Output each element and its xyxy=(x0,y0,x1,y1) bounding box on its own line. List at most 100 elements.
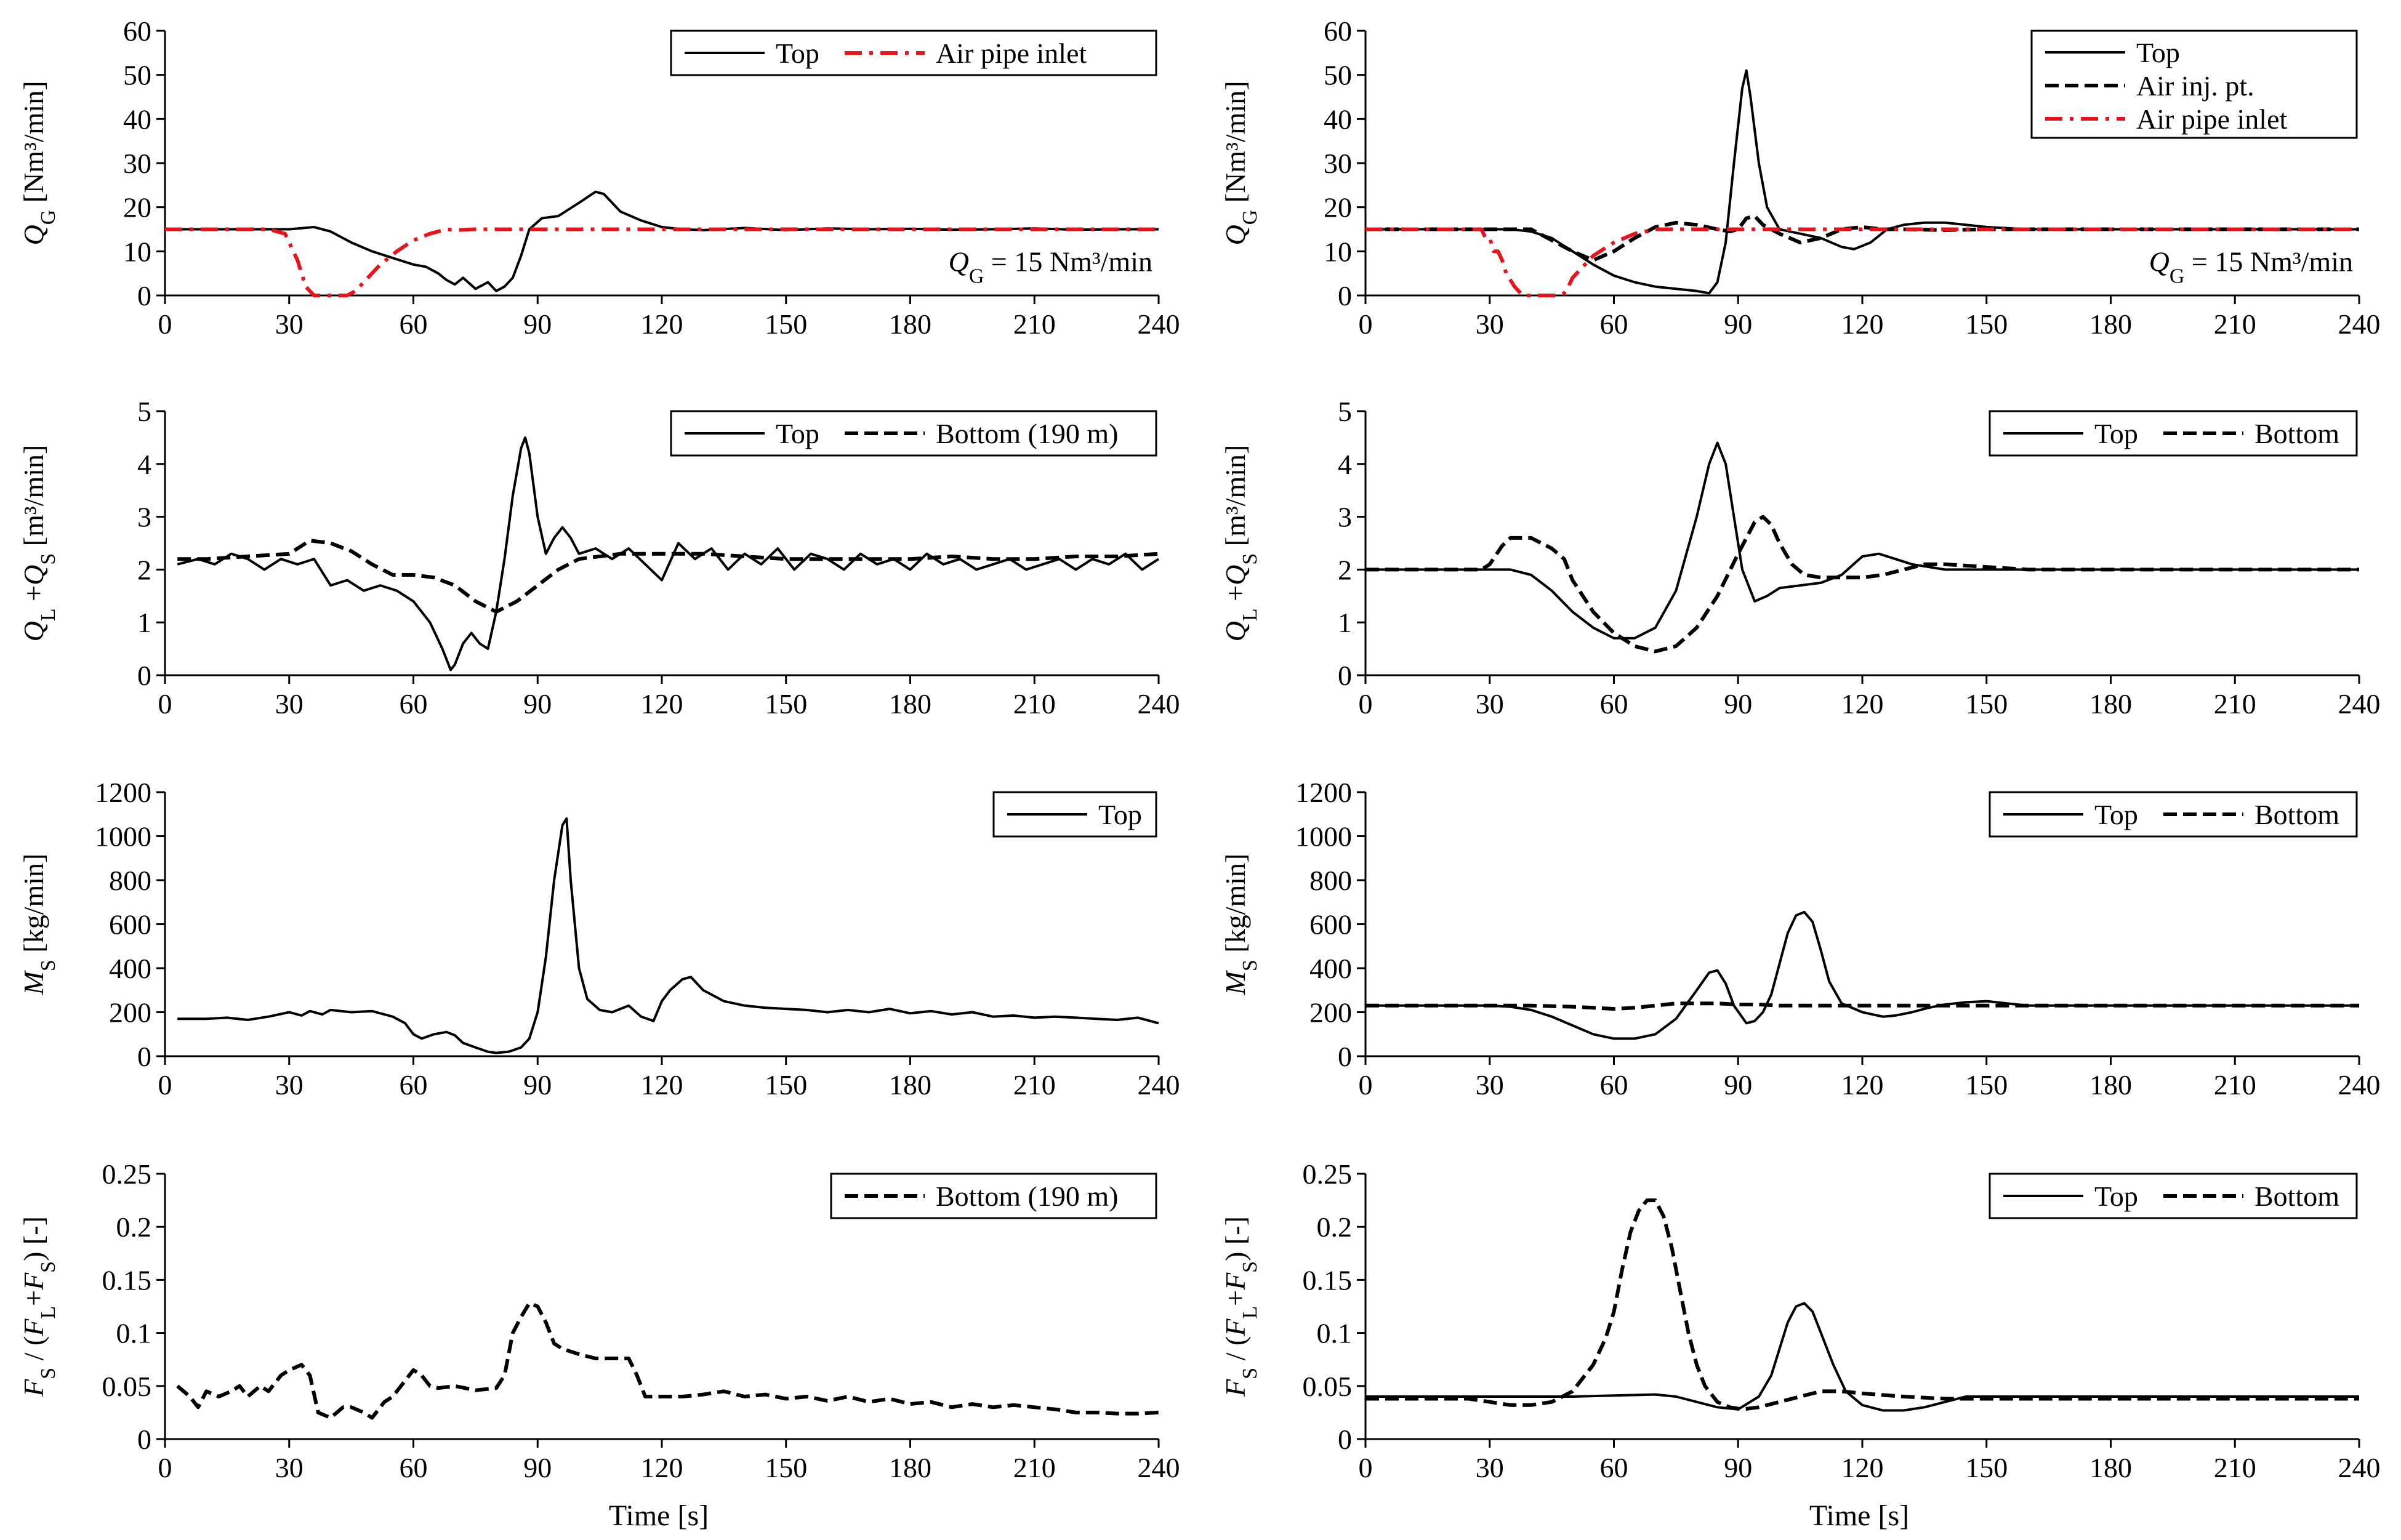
x-tick-label: 90 xyxy=(1724,688,1752,720)
chart-panel-g: 0 30 60 90 120 150 180 210 240 0 0.05 0.1 0.15 0.2 0.2… xyxy=(18,1158,1180,1483)
x-tick-label: 150 xyxy=(1965,1452,2008,1483)
x-tick-label: 0 xyxy=(1359,1452,1373,1483)
y-tick-label: 30 xyxy=(1324,148,1352,179)
annotation-part: = 15 Nm³/min xyxy=(2184,246,2353,278)
y-tick-label: 0.2 xyxy=(116,1211,152,1243)
x-tick-label: 240 xyxy=(1138,1452,1180,1483)
x-tick-label: 120 xyxy=(1841,1452,1884,1483)
legend-label: Top xyxy=(776,38,819,69)
x-tick-label: 30 xyxy=(1476,1452,1504,1483)
x-tick-label: 150 xyxy=(765,688,807,720)
x-tick-label: 120 xyxy=(641,1452,683,1483)
x-tick-label: 0 xyxy=(1359,308,1373,340)
legend-label: Bottom xyxy=(2254,799,2339,830)
y-tick-label: 1000 xyxy=(1295,821,1352,852)
x-tick-label: 150 xyxy=(1965,308,2008,340)
series-line-top xyxy=(165,190,1159,292)
y-tick-label: 1 xyxy=(137,607,151,638)
series-line-bottom xyxy=(1365,1001,2359,1011)
x-tick-label: 60 xyxy=(400,308,428,340)
y-tick-label: 2 xyxy=(137,554,151,585)
y-tick-label: 0.2 xyxy=(1317,1211,1353,1243)
series-line-air-pipe-inlet xyxy=(1365,227,2359,297)
x-tick-label: 0 xyxy=(158,688,172,720)
y-axis-title-part: + xyxy=(1220,585,1251,608)
y-axis-title-part: Q xyxy=(18,225,49,245)
annotation-part: Q xyxy=(2149,246,2170,278)
x-tick-label: 180 xyxy=(2089,688,2132,720)
x-tick-label: 240 xyxy=(2338,1452,2381,1483)
y-tick-label: 0 xyxy=(1338,280,1352,311)
y-axis-title-part: G xyxy=(1239,210,1261,225)
x-tick-label: 60 xyxy=(1600,1452,1628,1483)
x-tick-label: 180 xyxy=(889,308,931,340)
y-tick-label: 0 xyxy=(1338,1041,1352,1072)
legend-label: Top xyxy=(2094,1181,2138,1212)
y-axis-title-part: / ( xyxy=(18,1336,49,1368)
legend-label: Bottom xyxy=(2254,1181,2339,1212)
y-axis-title-part: L xyxy=(1239,1306,1261,1319)
x-tick-label: 210 xyxy=(2214,688,2256,720)
series-line-top xyxy=(1365,69,2359,295)
y-tick-label: 1200 xyxy=(1295,777,1352,808)
x-tick-label: 30 xyxy=(275,308,304,340)
x-tick-label: 90 xyxy=(523,1452,552,1483)
x-tick-label: 120 xyxy=(641,308,683,340)
y-tick-label: 1 xyxy=(1338,607,1352,638)
y-axis-title-part: S xyxy=(37,1368,60,1379)
annotation-part: G xyxy=(2170,265,2185,287)
y-axis-title-part: + xyxy=(18,1290,49,1306)
y-axis-title-part: S xyxy=(37,553,60,565)
x-tick-label: 90 xyxy=(1724,308,1752,340)
y-axis-title-part: F xyxy=(1220,1318,1251,1337)
y-axis-title-part: / ( xyxy=(1220,1336,1251,1368)
x-tick-label: 210 xyxy=(1013,308,1056,340)
y-tick-label: 800 xyxy=(1309,865,1352,896)
y-axis-title-part: + xyxy=(1220,1290,1251,1306)
y-axis-title-part: S xyxy=(37,960,60,971)
x-tick-label: 210 xyxy=(2214,1069,2256,1101)
y-tick-label: 200 xyxy=(109,997,151,1029)
y-tick-label: 60 xyxy=(1324,15,1352,47)
x-tick-label: 180 xyxy=(2089,1452,2132,1483)
x-tick-label: 180 xyxy=(2089,308,2132,340)
y-tick-label: 4 xyxy=(1338,449,1352,480)
x-tick-label: 150 xyxy=(765,1069,807,1101)
x-tick-label: 30 xyxy=(275,688,304,720)
y-axis-title: MS [kg/min] xyxy=(1220,854,1261,996)
chart-panel-e: 0 30 60 90 120 150 180 210 240 0 200 400 600 800 1000 1… xyxy=(18,777,1180,1101)
series-line-top xyxy=(177,817,1159,1054)
x-tick-label: 240 xyxy=(1138,308,1180,340)
legend-label: Top xyxy=(2094,418,2138,449)
y-tick-label: 50 xyxy=(1324,60,1352,91)
legend-label: Bottom (190 m) xyxy=(936,1181,1118,1212)
y-axis-title-part: Q xyxy=(1220,565,1251,585)
x-tick-label: 30 xyxy=(1476,308,1504,340)
x-tick-label: 240 xyxy=(2338,308,2381,340)
y-axis-title-part: Q xyxy=(1220,225,1251,245)
x-tick-label: 240 xyxy=(2338,1069,2381,1101)
legend: Top Bottom xyxy=(1989,1173,2358,1219)
y-tick-label: 40 xyxy=(123,103,151,135)
y-axis-title-part: G xyxy=(37,210,60,225)
y-axis-title-part: [m³/min] xyxy=(18,445,49,553)
x-tick-label: 210 xyxy=(2214,308,2256,340)
x-tick-label: 0 xyxy=(158,1452,172,1483)
series-line-bottom-190-m xyxy=(176,1301,1159,1420)
y-axis-title-part: L xyxy=(37,608,60,621)
y-tick-label: 0.15 xyxy=(1303,1264,1353,1296)
x-tick-label: 90 xyxy=(523,688,552,720)
y-axis-title: QG [Nm³/min] xyxy=(1220,81,1261,245)
x-tick-label: 0 xyxy=(1359,1069,1373,1101)
annotation-part: = 15 Nm³/min xyxy=(984,246,1152,278)
x-tick-label: 180 xyxy=(889,1069,931,1101)
x-tick-label: 30 xyxy=(275,1452,304,1483)
y-axis-title-part: [Nm³/min] xyxy=(18,81,49,209)
y-tick-label: 3 xyxy=(137,502,151,533)
y-tick-label: 30 xyxy=(123,148,151,179)
y-tick-label: 0.05 xyxy=(1303,1371,1353,1402)
